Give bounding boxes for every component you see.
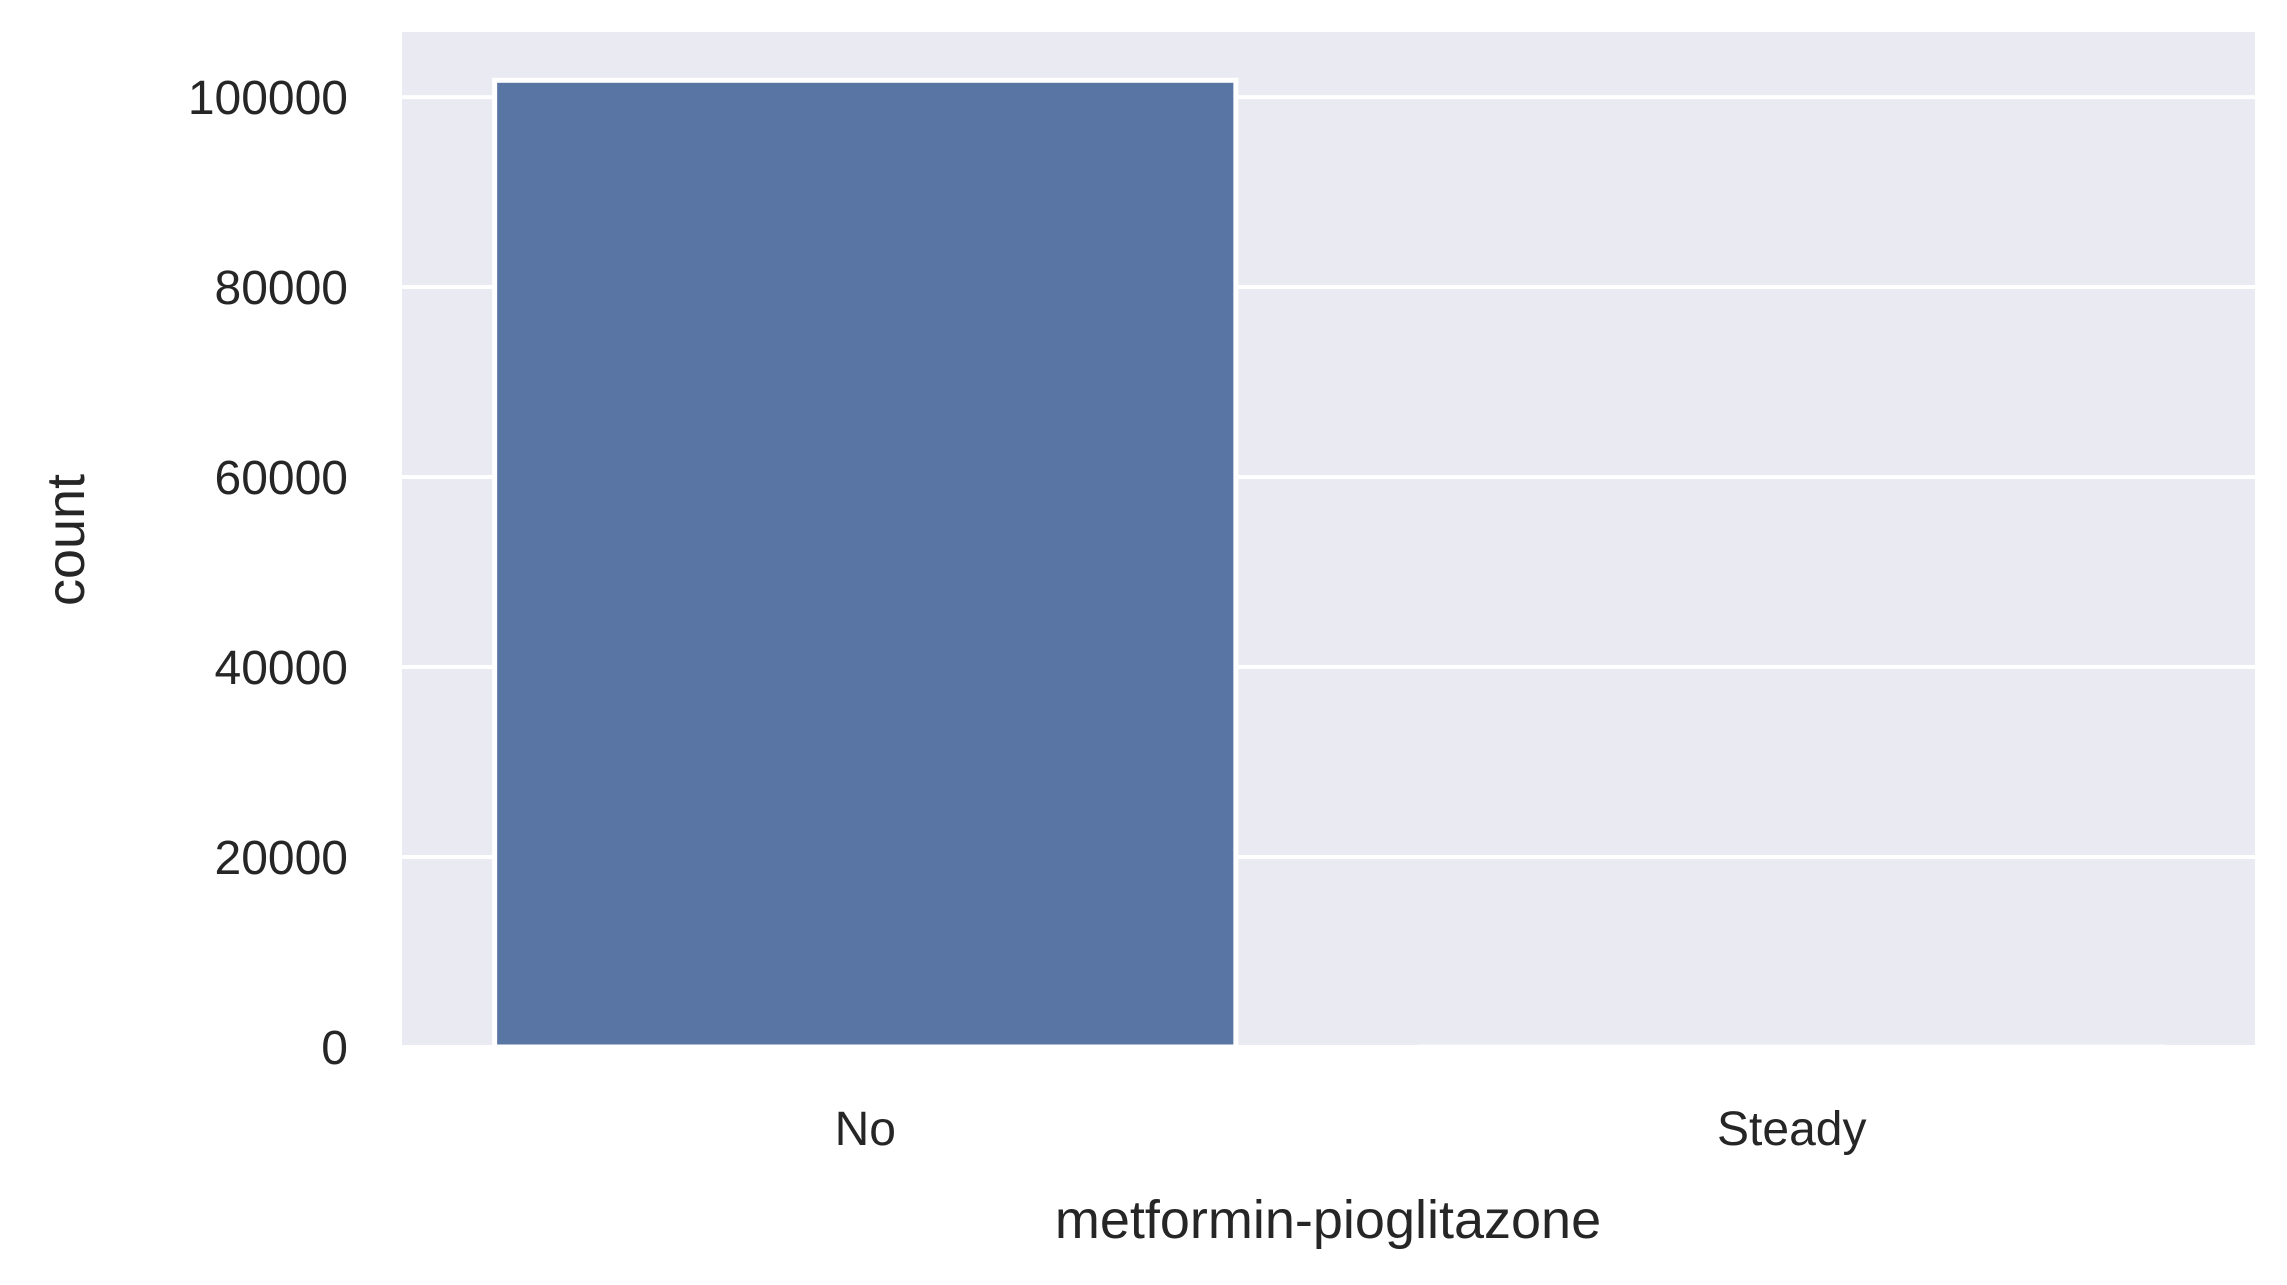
bar-no bbox=[492, 77, 1239, 1050]
y-tick-label: 100000 bbox=[188, 72, 348, 125]
y-tick-label: 80000 bbox=[215, 262, 348, 315]
y-tick-label: 60000 bbox=[215, 452, 348, 505]
y-tick-label: 0 bbox=[321, 1022, 348, 1075]
bars bbox=[492, 77, 2165, 1050]
x-axis-label: metformin-pioglitazone bbox=[1055, 1190, 1601, 1250]
x-tick-label: Steady bbox=[1717, 1103, 1866, 1156]
x-tick-labels: No Steady bbox=[835, 1103, 1867, 1156]
y-tick-label: 20000 bbox=[215, 832, 348, 885]
x-tick-label: No bbox=[835, 1103, 896, 1156]
y-axis-label: count bbox=[36, 474, 96, 606]
y-tick-labels: 0 20000 40000 60000 80000 100000 bbox=[188, 72, 348, 1075]
y-tick-label: 40000 bbox=[215, 642, 348, 695]
